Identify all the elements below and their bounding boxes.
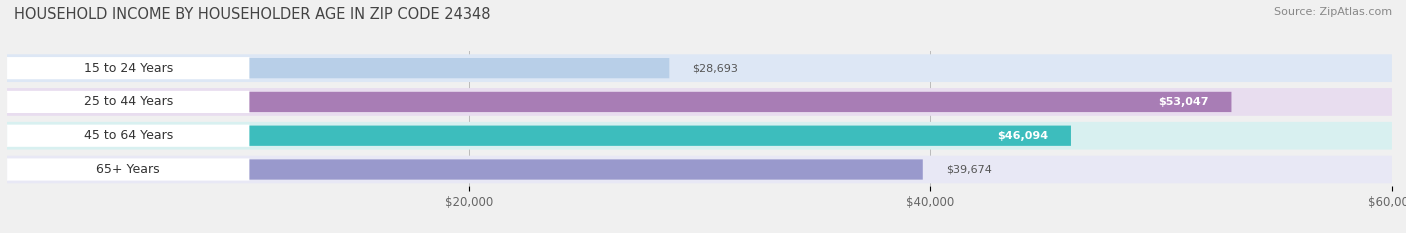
FancyBboxPatch shape <box>7 156 1392 183</box>
Text: Source: ZipAtlas.com: Source: ZipAtlas.com <box>1274 7 1392 17</box>
Text: 25 to 44 Years: 25 to 44 Years <box>83 96 173 108</box>
Text: 65+ Years: 65+ Years <box>97 163 160 176</box>
FancyBboxPatch shape <box>7 92 1232 112</box>
FancyBboxPatch shape <box>7 88 1392 116</box>
FancyBboxPatch shape <box>7 122 1392 150</box>
Text: 15 to 24 Years: 15 to 24 Years <box>83 62 173 75</box>
Text: $39,674: $39,674 <box>946 164 991 175</box>
FancyBboxPatch shape <box>7 57 249 79</box>
Text: $53,047: $53,047 <box>1159 97 1208 107</box>
FancyBboxPatch shape <box>7 91 249 113</box>
Text: 45 to 64 Years: 45 to 64 Years <box>83 129 173 142</box>
Text: $28,693: $28,693 <box>692 63 738 73</box>
FancyBboxPatch shape <box>7 159 922 180</box>
Text: HOUSEHOLD INCOME BY HOUSEHOLDER AGE IN ZIP CODE 24348: HOUSEHOLD INCOME BY HOUSEHOLDER AGE IN Z… <box>14 7 491 22</box>
FancyBboxPatch shape <box>7 158 249 181</box>
FancyBboxPatch shape <box>7 125 249 147</box>
FancyBboxPatch shape <box>7 54 1392 82</box>
Text: $46,094: $46,094 <box>997 131 1047 141</box>
FancyBboxPatch shape <box>7 126 1071 146</box>
FancyBboxPatch shape <box>7 58 669 78</box>
